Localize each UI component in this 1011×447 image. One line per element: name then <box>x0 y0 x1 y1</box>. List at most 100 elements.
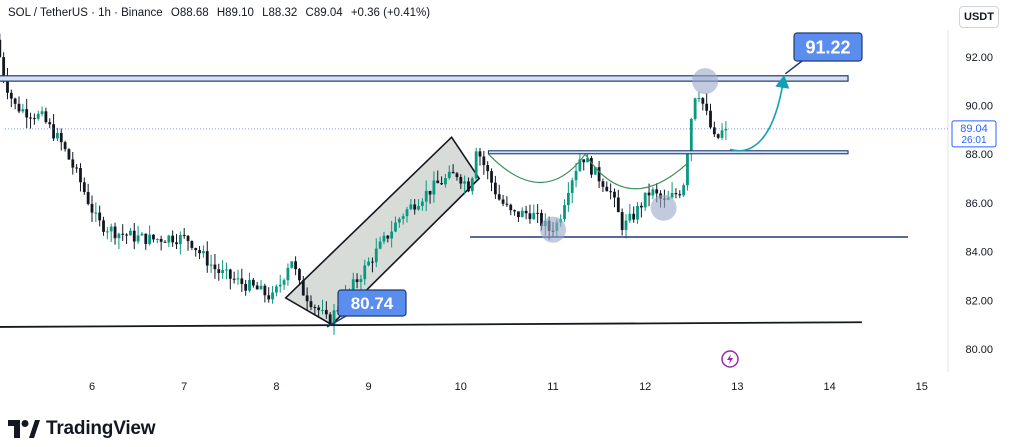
candle-body[interactable] <box>563 205 566 220</box>
candle-body[interactable] <box>117 233 121 239</box>
rising-channel[interactable] <box>284 135 481 326</box>
candle-body[interactable] <box>40 111 44 114</box>
candle-body[interactable] <box>613 191 616 198</box>
candle-body[interactable] <box>0 39 2 58</box>
candle-body[interactable] <box>59 132 63 143</box>
candle-body[interactable] <box>236 278 240 280</box>
candle-body[interactable] <box>440 183 443 185</box>
candle-body[interactable] <box>709 110 712 128</box>
candle-body[interactable] <box>67 149 71 160</box>
candle-body[interactable] <box>509 204 513 211</box>
resistance-zone[interactable] <box>0 75 849 82</box>
high-target-callout-box[interactable] <box>793 32 863 62</box>
candle-body[interactable] <box>190 241 194 248</box>
candle-body[interactable] <box>94 212 98 214</box>
candle-body[interactable] <box>528 213 532 220</box>
candle-body[interactable] <box>432 180 436 195</box>
candle-body[interactable] <box>394 222 397 232</box>
candle-body[interactable] <box>275 286 278 293</box>
candle-body[interactable] <box>513 210 516 212</box>
candle-body[interactable] <box>56 132 59 139</box>
candle-body[interactable] <box>309 301 313 308</box>
candle-body[interactable] <box>25 109 29 118</box>
candle-body[interactable] <box>86 191 90 204</box>
candle-body[interactable] <box>447 171 451 179</box>
candle-body[interactable] <box>451 171 455 174</box>
candle-body[interactable] <box>371 261 374 263</box>
candle-body[interactable] <box>271 292 274 300</box>
candle-body[interactable] <box>424 190 428 202</box>
candle-body[interactable] <box>532 212 536 220</box>
candle-body[interactable] <box>121 233 125 235</box>
tradingview-logo[interactable]: TradingView <box>8 416 156 442</box>
candle-body[interactable] <box>186 235 190 242</box>
candle-body[interactable] <box>386 235 390 239</box>
candle-body[interactable] <box>678 194 682 196</box>
candle-body[interactable] <box>467 181 470 192</box>
candle-body[interactable] <box>590 158 593 175</box>
candle-body[interactable] <box>497 194 501 200</box>
neckline-zone[interactable] <box>487 150 849 155</box>
candle-body[interactable] <box>75 167 79 169</box>
candle-body[interactable] <box>52 124 55 139</box>
candle-body[interactable] <box>682 185 686 196</box>
candle-body[interactable] <box>48 122 52 125</box>
candle-body[interactable] <box>586 158 589 163</box>
candle-body[interactable] <box>163 241 167 243</box>
candle-body[interactable] <box>517 211 520 218</box>
candle-body[interactable] <box>670 193 674 198</box>
candle-body[interactable] <box>167 235 171 243</box>
candle-body[interactable] <box>351 279 355 290</box>
candle-body[interactable] <box>140 233 144 236</box>
candle-body[interactable] <box>378 241 382 249</box>
candle-body[interactable] <box>98 212 102 221</box>
candle-body[interactable] <box>724 128 728 131</box>
candle-body[interactable] <box>363 265 367 280</box>
candle-body[interactable] <box>593 167 597 175</box>
candle-body[interactable] <box>505 203 509 205</box>
price-chart[interactable]: 80.00 82.00 84.00 86.00 88.00 90.00 92.00 89.04… <box>0 0 1011 405</box>
candle-body[interactable] <box>109 226 113 232</box>
candle-body[interactable] <box>420 201 424 206</box>
candle-body[interactable] <box>205 251 209 266</box>
candle-body[interactable] <box>2 57 6 78</box>
candle-body[interactable] <box>282 280 286 285</box>
low-target-callout-box[interactable] <box>337 289 407 317</box>
candle-body[interactable] <box>643 192 647 208</box>
candle-body[interactable] <box>175 242 178 245</box>
candle-body[interactable] <box>436 180 440 184</box>
candle-body[interactable] <box>616 197 620 213</box>
candle-body[interactable] <box>520 210 524 218</box>
candle-body[interactable] <box>655 189 659 194</box>
candle-body[interactable] <box>689 118 693 154</box>
candle-body[interactable] <box>716 134 720 138</box>
candle-body[interactable] <box>278 284 282 287</box>
candle-body[interactable] <box>524 210 528 214</box>
candle-body[interactable] <box>474 151 478 179</box>
candle-body[interactable] <box>125 234 128 236</box>
candle-body[interactable] <box>359 279 363 282</box>
candle-body[interactable] <box>225 269 228 271</box>
candle-body[interactable] <box>624 220 628 230</box>
candle-body[interactable] <box>105 231 109 233</box>
candle-body[interactable] <box>144 233 148 245</box>
candle-body[interactable] <box>232 278 236 280</box>
candle-body[interactable] <box>240 278 244 284</box>
candle-body[interactable] <box>228 269 232 279</box>
candle-body[interactable] <box>102 220 105 232</box>
candle-body[interactable] <box>159 238 163 242</box>
candle-body[interactable] <box>267 295 271 300</box>
candle-body[interactable] <box>482 156 486 166</box>
candle-body[interactable] <box>570 180 574 193</box>
candle-body[interactable] <box>701 98 705 104</box>
candle-body[interactable] <box>405 209 409 217</box>
candle-body[interactable] <box>82 182 86 192</box>
candle-body[interactable] <box>202 251 205 254</box>
candle-body[interactable] <box>209 264 213 266</box>
candle-body[interactable] <box>705 103 709 111</box>
candle-body[interactable] <box>390 231 394 239</box>
candle-body[interactable] <box>290 261 294 268</box>
candle-body[interactable] <box>605 186 609 192</box>
candle-body[interactable] <box>29 117 32 119</box>
candle-body[interactable] <box>152 234 155 240</box>
